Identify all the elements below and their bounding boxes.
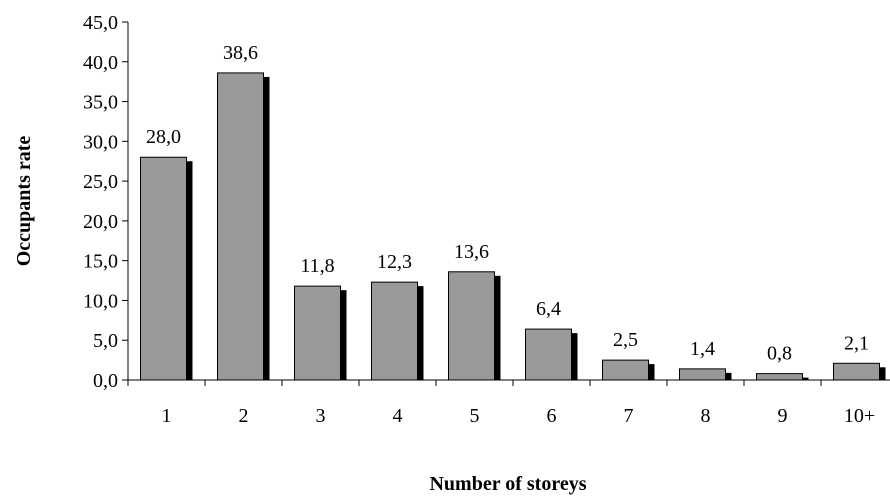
y-tick-label: 45,0 (83, 12, 118, 34)
y-tick-label: 10,0 (83, 290, 118, 312)
data-label: 2,1 (844, 332, 869, 354)
x-axis-title: Number of storeys (429, 473, 586, 495)
bar-shadow (340, 290, 347, 380)
data-label: 12,3 (377, 251, 412, 273)
x-tick-label: 10+ (844, 405, 875, 427)
y-tick-label: 40,0 (83, 52, 118, 74)
x-tick-label: 8 (701, 405, 711, 427)
x-tick-label: 1 (162, 405, 172, 427)
bar-shadow (263, 76, 270, 380)
bar-shadow (648, 364, 655, 380)
data-label: 0,8 (767, 343, 792, 365)
bar (756, 373, 803, 381)
data-labels: 28,0 38,6 11,8 12,3 13,6 6,4 2,5 1,4 0,8 2,1 (146, 42, 869, 365)
data-label: 1,4 (690, 338, 715, 360)
data-label: 28,0 (146, 126, 181, 148)
data-label: 13,6 (454, 241, 489, 263)
bar-shadow (725, 372, 732, 380)
data-label: 6,4 (536, 298, 561, 320)
bar (525, 328, 572, 381)
x-axis: 1 2 3 4 5 6 7 8 9 10+ (127, 379, 890, 427)
bar (833, 362, 880, 381)
y-tick-label: 20,0 (83, 211, 118, 233)
x-tick-label: 6 (547, 405, 557, 427)
x-tick-label: 5 (470, 405, 480, 427)
bar-shadow (571, 333, 578, 380)
x-tick-label: 4 (393, 405, 403, 427)
y-tick-label: 15,0 (83, 251, 118, 273)
bar-shadow (417, 286, 424, 380)
bar (294, 285, 341, 381)
y-tick-label: 0,0 (93, 370, 118, 392)
bar (371, 281, 418, 381)
x-tick-label: 3 (316, 405, 326, 427)
x-tick-label: 9 (778, 405, 788, 427)
data-label: 38,6 (223, 42, 258, 64)
data-label: 11,8 (300, 255, 334, 277)
bar-shadow (802, 377, 809, 380)
x-tick-label: 2 (239, 405, 249, 427)
y-tick-label: 5,0 (93, 330, 118, 352)
y-tick-label: 35,0 (83, 92, 118, 114)
y-tick-label: 30,0 (83, 131, 118, 153)
bar (140, 156, 187, 381)
bar (448, 271, 495, 381)
y-tick-label: 25,0 (83, 171, 118, 193)
y-axis: 0,0 5,0 10,0 15,0 20,0 25,0 30,0 35,0 40,0 45,0 (83, 12, 129, 392)
bar-shadow (494, 275, 501, 380)
bar-shadow (879, 367, 886, 380)
bars (140, 72, 886, 381)
bar (217, 72, 264, 381)
y-axis-title: Occupants rate (13, 136, 35, 267)
data-label: 2,5 (613, 329, 638, 351)
bar (679, 368, 726, 381)
x-tick-label: 7 (624, 405, 634, 427)
bar-shadow (186, 161, 193, 380)
bar (602, 359, 649, 381)
